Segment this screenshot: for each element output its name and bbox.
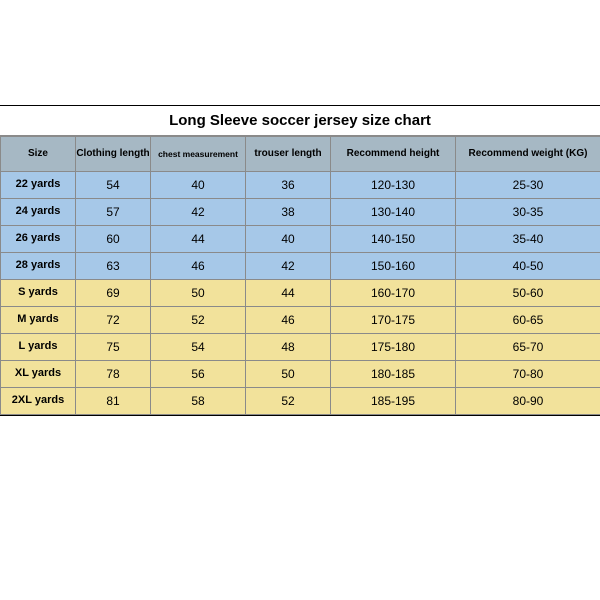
col-header: chest measurement bbox=[151, 137, 246, 172]
value-cell: 46 bbox=[151, 253, 246, 280]
value-cell: 40-50 bbox=[456, 253, 600, 280]
value-cell: 44 bbox=[246, 280, 331, 307]
value-cell: 180-185 bbox=[331, 361, 456, 388]
value-cell: 46 bbox=[246, 307, 331, 334]
value-cell: 57 bbox=[76, 199, 151, 226]
value-cell: 54 bbox=[151, 334, 246, 361]
table-row: 2XL yards815852185-19580-90 bbox=[1, 388, 600, 415]
table-row: S yards695044160-17050-60 bbox=[1, 280, 600, 307]
value-cell: 30-35 bbox=[456, 199, 600, 226]
size-cell: 24 yards bbox=[1, 199, 76, 226]
size-table: SizeClothing lengthchest measurementtrou… bbox=[0, 136, 600, 415]
size-cell: 28 yards bbox=[1, 253, 76, 280]
value-cell: 160-170 bbox=[331, 280, 456, 307]
value-cell: 25-30 bbox=[456, 172, 600, 199]
table-row: 22 yards544036120-13025-30 bbox=[1, 172, 600, 199]
value-cell: 40 bbox=[151, 172, 246, 199]
value-cell: 60-65 bbox=[456, 307, 600, 334]
value-cell: 120-130 bbox=[331, 172, 456, 199]
table-row: L yards755448175-18065-70 bbox=[1, 334, 600, 361]
value-cell: 50-60 bbox=[456, 280, 600, 307]
value-cell: 36 bbox=[246, 172, 331, 199]
value-cell: 69 bbox=[76, 280, 151, 307]
value-cell: 54 bbox=[76, 172, 151, 199]
chart-title: Long Sleeve soccer jersey size chart bbox=[0, 106, 600, 136]
value-cell: 35-40 bbox=[456, 226, 600, 253]
value-cell: 80-90 bbox=[456, 388, 600, 415]
value-cell: 50 bbox=[151, 280, 246, 307]
value-cell: 60 bbox=[76, 226, 151, 253]
size-cell: 2XL yards bbox=[1, 388, 76, 415]
header-row: SizeClothing lengthchest measurementtrou… bbox=[1, 137, 600, 172]
value-cell: 150-160 bbox=[331, 253, 456, 280]
value-cell: 170-175 bbox=[331, 307, 456, 334]
value-cell: 50 bbox=[246, 361, 331, 388]
col-header: Clothing length bbox=[76, 137, 151, 172]
value-cell: 75 bbox=[76, 334, 151, 361]
value-cell: 140-150 bbox=[331, 226, 456, 253]
value-cell: 65-70 bbox=[456, 334, 600, 361]
value-cell: 78 bbox=[76, 361, 151, 388]
value-cell: 58 bbox=[151, 388, 246, 415]
size-cell: 22 yards bbox=[1, 172, 76, 199]
size-cell: 26 yards bbox=[1, 226, 76, 253]
col-header: trouser length bbox=[246, 137, 331, 172]
size-cell: M yards bbox=[1, 307, 76, 334]
size-chart: Long Sleeve soccer jersey size chart Siz… bbox=[0, 105, 600, 416]
table-body: 22 yards544036120-13025-3024 yards574238… bbox=[1, 172, 600, 415]
value-cell: 81 bbox=[76, 388, 151, 415]
value-cell: 63 bbox=[76, 253, 151, 280]
size-cell: S yards bbox=[1, 280, 76, 307]
table-row: 26 yards604440140-15035-40 bbox=[1, 226, 600, 253]
value-cell: 175-180 bbox=[331, 334, 456, 361]
value-cell: 42 bbox=[246, 253, 331, 280]
value-cell: 42 bbox=[151, 199, 246, 226]
value-cell: 185-195 bbox=[331, 388, 456, 415]
value-cell: 56 bbox=[151, 361, 246, 388]
table-row: M yards725246170-17560-65 bbox=[1, 307, 600, 334]
size-cell: L yards bbox=[1, 334, 76, 361]
table-row: 28 yards634642150-16040-50 bbox=[1, 253, 600, 280]
table-row: XL yards785650180-18570-80 bbox=[1, 361, 600, 388]
size-cell: XL yards bbox=[1, 361, 76, 388]
value-cell: 70-80 bbox=[456, 361, 600, 388]
value-cell: 52 bbox=[246, 388, 331, 415]
col-header: Size bbox=[1, 137, 76, 172]
value-cell: 40 bbox=[246, 226, 331, 253]
table-row: 24 yards574238130-14030-35 bbox=[1, 199, 600, 226]
value-cell: 38 bbox=[246, 199, 331, 226]
value-cell: 130-140 bbox=[331, 199, 456, 226]
value-cell: 52 bbox=[151, 307, 246, 334]
col-header: Recommend height bbox=[331, 137, 456, 172]
col-header: Recommend weight (KG) bbox=[456, 137, 600, 172]
value-cell: 48 bbox=[246, 334, 331, 361]
value-cell: 72 bbox=[76, 307, 151, 334]
value-cell: 44 bbox=[151, 226, 246, 253]
